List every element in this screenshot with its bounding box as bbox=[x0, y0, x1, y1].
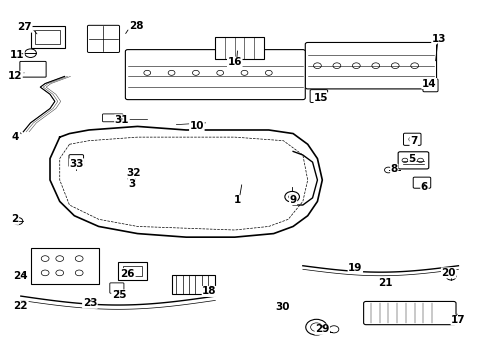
Bar bbox=[122, 266, 142, 276]
FancyBboxPatch shape bbox=[309, 90, 327, 103]
Text: 12: 12 bbox=[8, 71, 22, 81]
FancyBboxPatch shape bbox=[110, 283, 123, 293]
Text: 24: 24 bbox=[14, 271, 28, 282]
FancyBboxPatch shape bbox=[412, 177, 430, 188]
Text: 10: 10 bbox=[189, 121, 203, 131]
Text: 19: 19 bbox=[347, 262, 362, 273]
FancyBboxPatch shape bbox=[20, 62, 46, 77]
Text: 11: 11 bbox=[10, 50, 24, 60]
Bar bbox=[35, 30, 60, 44]
Bar bbox=[276, 302, 285, 310]
FancyBboxPatch shape bbox=[102, 114, 122, 122]
Text: 6: 6 bbox=[420, 182, 427, 192]
Text: 32: 32 bbox=[126, 168, 141, 178]
Bar bbox=[30, 248, 99, 284]
FancyBboxPatch shape bbox=[69, 155, 83, 167]
Text: 4: 4 bbox=[11, 132, 19, 142]
Text: 1: 1 bbox=[233, 195, 240, 204]
Bar bbox=[215, 37, 264, 59]
Text: 31: 31 bbox=[115, 115, 129, 125]
Text: 7: 7 bbox=[409, 136, 417, 146]
Bar bbox=[171, 275, 215, 294]
Text: 18: 18 bbox=[202, 287, 216, 296]
Text: 30: 30 bbox=[275, 302, 289, 312]
FancyBboxPatch shape bbox=[305, 42, 436, 89]
Text: 14: 14 bbox=[421, 78, 436, 89]
Bar bbox=[30, 26, 64, 48]
Text: 26: 26 bbox=[121, 269, 135, 279]
Text: 27: 27 bbox=[18, 22, 32, 32]
FancyBboxPatch shape bbox=[397, 152, 428, 169]
FancyBboxPatch shape bbox=[125, 50, 305, 100]
Text: 29: 29 bbox=[314, 324, 329, 334]
Text: 13: 13 bbox=[431, 34, 446, 44]
Text: 3: 3 bbox=[128, 179, 135, 189]
FancyBboxPatch shape bbox=[87, 25, 119, 53]
Text: 2: 2 bbox=[11, 214, 19, 224]
FancyBboxPatch shape bbox=[422, 79, 437, 92]
FancyBboxPatch shape bbox=[403, 133, 420, 145]
Text: 9: 9 bbox=[289, 195, 296, 204]
Bar bbox=[381, 280, 386, 284]
Text: 5: 5 bbox=[408, 154, 415, 163]
FancyBboxPatch shape bbox=[363, 301, 455, 325]
Text: 15: 15 bbox=[313, 93, 328, 103]
Text: 23: 23 bbox=[82, 298, 97, 308]
Bar bbox=[118, 262, 147, 280]
Text: 16: 16 bbox=[227, 57, 242, 67]
Text: 21: 21 bbox=[378, 278, 392, 288]
Text: 8: 8 bbox=[390, 164, 397, 174]
Text: 20: 20 bbox=[441, 268, 455, 278]
Text: 22: 22 bbox=[14, 301, 28, 311]
Text: 17: 17 bbox=[450, 315, 465, 325]
Text: 25: 25 bbox=[112, 290, 126, 300]
Text: 33: 33 bbox=[69, 159, 84, 169]
Text: 28: 28 bbox=[129, 21, 143, 31]
